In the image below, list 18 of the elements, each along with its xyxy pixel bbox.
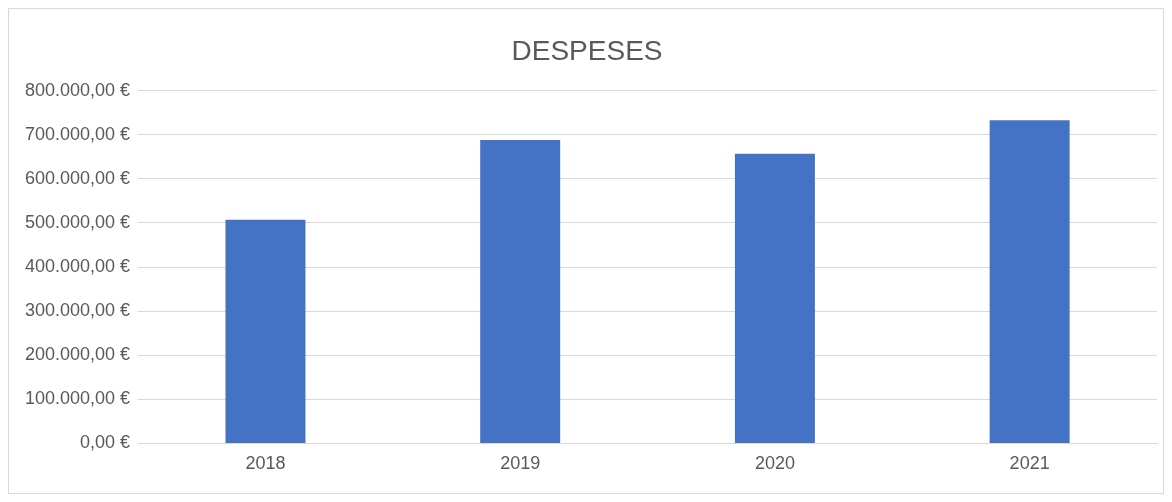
bar bbox=[225, 219, 306, 443]
y-tick-label: 700.000,00 € bbox=[24, 123, 131, 144]
x-tick-label: 2019 bbox=[500, 453, 541, 474]
y-tick-label: 800.000,00 € bbox=[24, 79, 131, 100]
y-tick-label: 100.000,00 € bbox=[24, 388, 131, 409]
chart-title: DESPESES bbox=[511, 34, 663, 66]
y-tick-label: 600.000,00 € bbox=[24, 167, 131, 188]
bar bbox=[734, 153, 815, 443]
y-tick-label: 200.000,00 € bbox=[24, 344, 131, 365]
y-tick-label: 300.000,00 € bbox=[24, 300, 131, 321]
x-tick-label: 2021 bbox=[1009, 453, 1050, 474]
x-tick-label: 2018 bbox=[245, 453, 286, 474]
x-tick-label: 2020 bbox=[754, 453, 795, 474]
bar bbox=[989, 120, 1070, 443]
y-tick-label: 500.000,00 € bbox=[24, 211, 131, 232]
bar bbox=[480, 139, 561, 443]
y-tick-label: 400.000,00 € bbox=[24, 255, 131, 276]
y-tick-label: 0,00 € bbox=[80, 432, 131, 453]
